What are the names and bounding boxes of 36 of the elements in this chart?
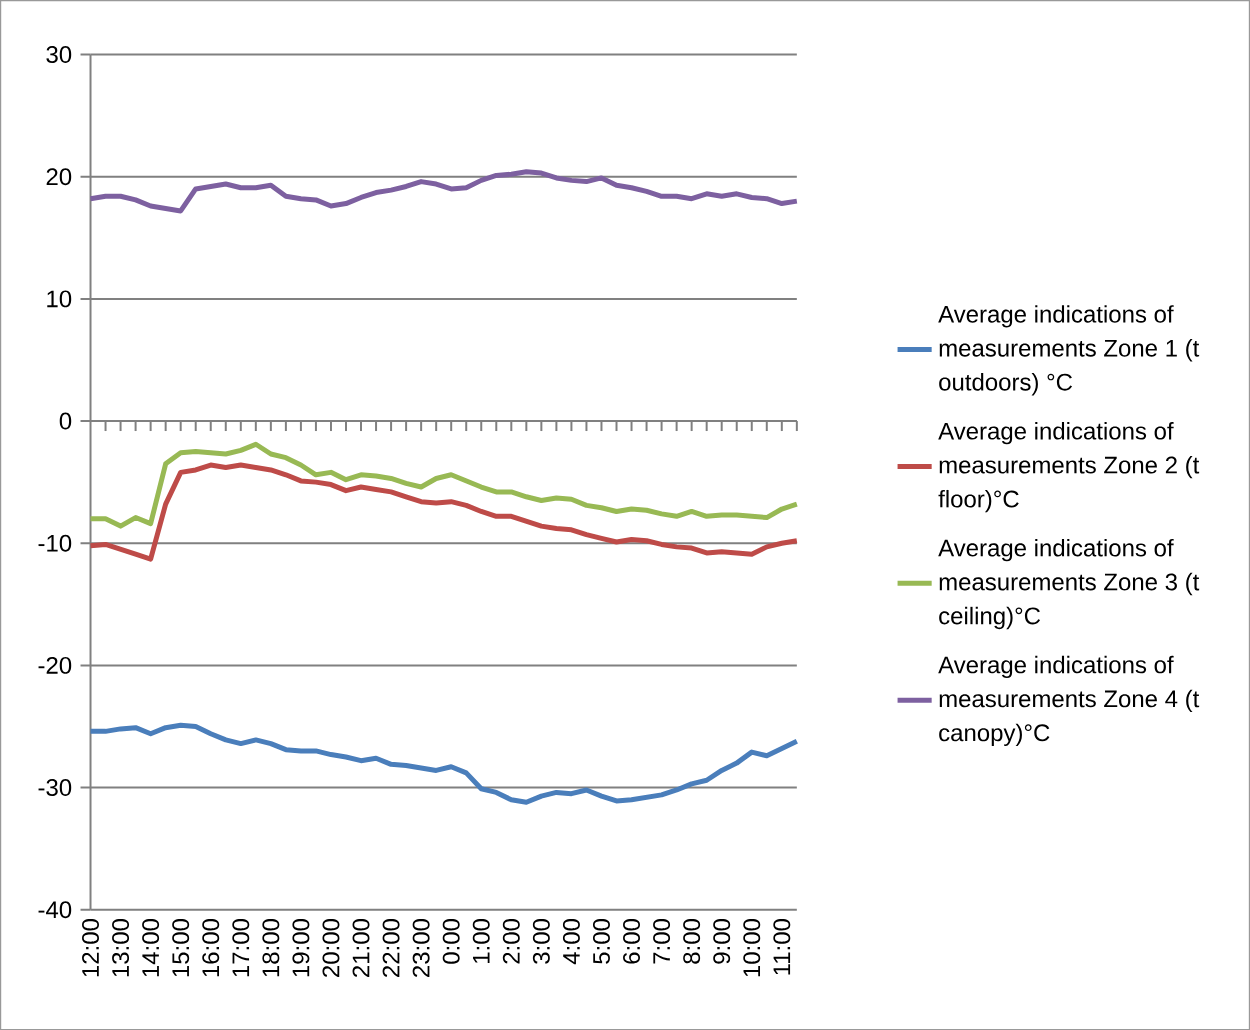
y-tick-label: 0 xyxy=(59,412,72,430)
y-tick-label: 30 xyxy=(46,45,72,63)
x-tick-label: 15:00 xyxy=(172,918,190,977)
x-tick-label: 7:00 xyxy=(653,918,671,964)
x-tick-label: 2:00 xyxy=(502,918,520,964)
x-tick-label: 8:00 xyxy=(683,918,701,964)
x-tick-label: 12:00 xyxy=(82,918,99,977)
legend-label: Average indications of measurements Zone 2 (t floor)°C xyxy=(938,421,1200,513)
x-tick-label: 19:00 xyxy=(292,918,310,977)
legend-label: Average indications of measurements Zone 4 (t canopy)°C xyxy=(938,655,1200,746)
x-tick-label: 9:00 xyxy=(713,918,731,964)
x-tick-label: 17:00 xyxy=(232,918,250,977)
x-tick-label: 1:00 xyxy=(472,918,490,963)
y-tick-label: 10 xyxy=(47,290,72,308)
y-tick-label: -10 xyxy=(38,534,72,552)
x-tick-label: 5:00 xyxy=(592,918,610,964)
x-tick-label: 23:00 xyxy=(412,918,430,977)
x-tick-label: 18:00 xyxy=(262,918,280,977)
x-tick-label: 22:00 xyxy=(382,918,400,977)
x-tick-label: 6:00 xyxy=(623,918,640,964)
x-tick-label: 4:00 xyxy=(562,918,580,965)
legend-label: Average indications of measurements Zone 1 (t outdoors) °C xyxy=(938,305,1200,396)
x-tick-label: 0:00 xyxy=(442,918,460,964)
legend-label: Average indications of measurements Zone 3 (t ceiling)°C xyxy=(938,538,1200,630)
x-tick-label: 14:00 xyxy=(142,918,160,977)
y-tick-label: -40 xyxy=(38,901,72,919)
y-tick-label: -30 xyxy=(38,778,72,796)
y-tick-label: -20 xyxy=(38,656,72,674)
y-tick-label: 20 xyxy=(46,168,72,186)
x-tick-label: 16:00 xyxy=(202,918,220,977)
x-tick-label: 13:00 xyxy=(112,918,130,977)
x-tick-label: 3:00 xyxy=(532,918,550,964)
x-tick-label: 10:00 xyxy=(743,918,761,977)
x-tick-label: 21:00 xyxy=(352,918,370,977)
x-tick-label: 11:00 xyxy=(773,918,791,975)
x-tick-label: 20:00 xyxy=(322,918,340,977)
